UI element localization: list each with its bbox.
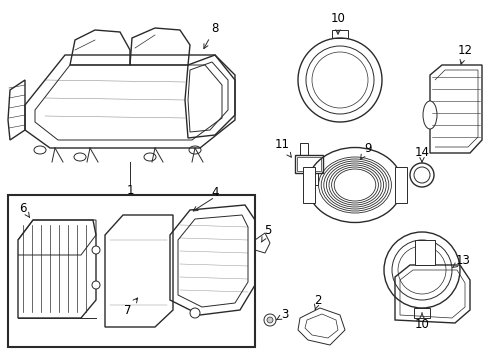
Circle shape bbox=[264, 314, 275, 326]
Bar bbox=[303, 167, 314, 203]
Text: 11: 11 bbox=[274, 139, 291, 157]
Bar bbox=[394, 167, 406, 203]
Bar bbox=[309, 173, 317, 185]
Text: 10: 10 bbox=[414, 313, 428, 332]
Text: 13: 13 bbox=[452, 253, 469, 267]
Text: 9: 9 bbox=[360, 141, 371, 159]
Text: 12: 12 bbox=[457, 44, 471, 64]
Text: 6: 6 bbox=[19, 202, 30, 217]
Bar bbox=[8, 195, 254, 347]
Ellipse shape bbox=[422, 101, 436, 129]
Text: 14: 14 bbox=[414, 145, 428, 162]
Text: 7: 7 bbox=[124, 298, 137, 316]
Text: 8: 8 bbox=[203, 22, 218, 49]
Text: 3: 3 bbox=[276, 309, 288, 321]
Text: 2: 2 bbox=[314, 293, 321, 309]
Bar bbox=[299, 143, 307, 155]
Text: 4: 4 bbox=[211, 186, 218, 199]
Bar bbox=[294, 155, 323, 173]
Text: 10: 10 bbox=[330, 12, 345, 34]
Circle shape bbox=[92, 246, 100, 254]
Circle shape bbox=[92, 281, 100, 289]
Circle shape bbox=[266, 317, 272, 323]
Bar bbox=[414, 240, 434, 265]
Bar bbox=[296, 157, 320, 171]
Text: 5: 5 bbox=[261, 224, 271, 242]
Text: 1: 1 bbox=[126, 184, 134, 197]
Circle shape bbox=[190, 308, 200, 318]
